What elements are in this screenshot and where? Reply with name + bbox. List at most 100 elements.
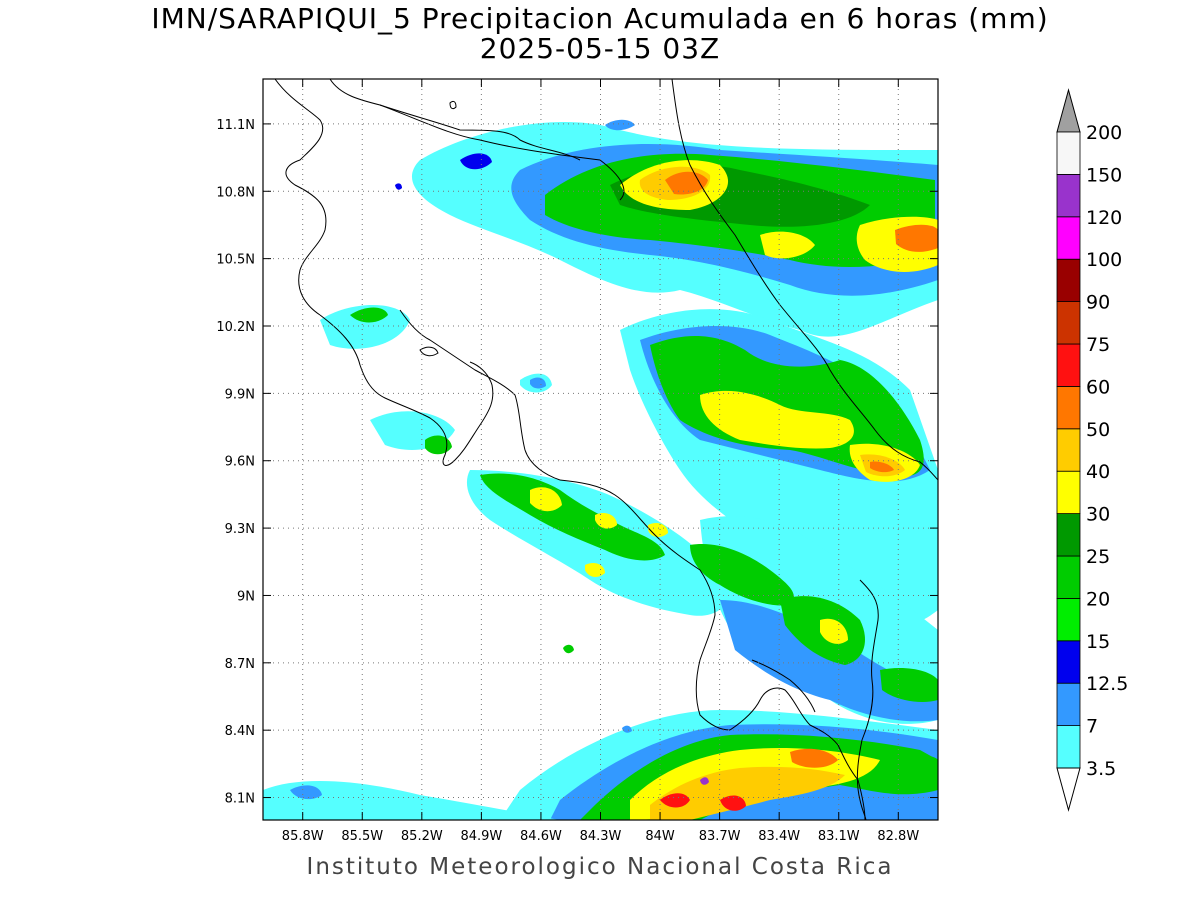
rain-area-south-yellow (820, 618, 848, 644)
rain-cell-a (563, 644, 574, 654)
lon-tick-label: 83.4W (758, 829, 800, 844)
colorbar-label: 50 (1086, 419, 1110, 441)
lat-tick-label: 10.8N (216, 185, 255, 200)
colorbar-label: 25 (1086, 546, 1110, 568)
lat-tick-label: 8.1N (225, 792, 255, 807)
colorbar-label: 40 (1086, 461, 1110, 483)
chart-subtitle-time: 2025-05-15 03Z (479, 32, 721, 65)
colorbar-label: 75 (1086, 334, 1110, 356)
lon-tick-label: 84.6W (520, 829, 562, 844)
rain-area-pacific-green (480, 473, 665, 561)
lat-tick-label: 8.7N (225, 657, 255, 672)
colorbar-label: 200 (1086, 122, 1122, 144)
rain-area-corner-cyan (263, 780, 560, 820)
rain-area-pacific-yellow4 (585, 562, 605, 577)
coastlines (274, 79, 938, 820)
rain-area-se-green (890, 755, 938, 784)
colorbar-label: 7 (1086, 716, 1098, 738)
rain-area-corner-blue (290, 785, 322, 800)
rain-area-sw-purple (700, 777, 709, 785)
rain-area-west-cell2b (425, 435, 452, 455)
lake-arenal (419, 346, 439, 357)
precipitation-field (263, 119, 938, 820)
colorbar-swatch (1056, 640, 1081, 684)
colorbar-swatch (1056, 725, 1081, 769)
lat-tick-label: 10.2N (216, 320, 255, 335)
rain-area-sw-red1 (660, 793, 690, 808)
colorbar-label: 60 (1086, 376, 1110, 398)
colorbar-label: 12.5 (1086, 673, 1128, 695)
map-frame (262, 78, 939, 821)
colorbar-label: 3.5 (1086, 758, 1116, 780)
rain-area-north-cell1 (460, 153, 492, 170)
colorbar-label: 150 (1086, 164, 1122, 186)
lon-tick-label: 82.8W (877, 829, 919, 844)
colorbar-swatch (1056, 131, 1081, 175)
rain-area-south-green (690, 544, 794, 606)
colorbar-swatch (1056, 555, 1081, 599)
rain-area-west-cell3b (530, 377, 546, 389)
colorbar-min-triangle (1056, 767, 1081, 812)
colorbar-swatch (1056, 513, 1081, 557)
rain-area-north-yellow3 (760, 231, 815, 259)
rain-cell-b (622, 725, 632, 733)
colorbar-swatch (1056, 385, 1081, 430)
rain-area-west-cell1b (350, 307, 388, 323)
chart-title: IMN/SARAPIQUI_5 Precipitacion Acumulada … (151, 2, 1049, 35)
colorbar-swatch (1056, 470, 1081, 515)
colorbar-swatch (1056, 216, 1081, 260)
rain-area-central-red (870, 461, 894, 473)
rain-area-pacific-yellow (530, 487, 562, 512)
nicoya-gulf-shore (399, 309, 561, 481)
colorbar-label: 15 (1086, 631, 1110, 653)
rain-area-sw-red3 (790, 748, 838, 768)
lat-tick-label: 10.5N (216, 253, 255, 268)
colorbar-swatch (1056, 258, 1081, 303)
colorbar-swatch (1056, 428, 1081, 472)
lon-tick-label: 83.7W (699, 829, 741, 844)
lon-tick-label: 84.3W (580, 829, 622, 844)
lon-tick-label: 85.8W (282, 829, 324, 844)
rain-area-central-green (650, 335, 924, 477)
colorbar-swatch (1056, 682, 1081, 727)
colorbar-label: 20 (1086, 588, 1110, 610)
rain-area-sw-red2 (720, 795, 746, 811)
lake-nicaragua-shore (329, 79, 581, 161)
lat-tick-label: 9.3N (225, 522, 255, 537)
nicoya-peninsula (319, 314, 494, 466)
osa-peninsula (729, 687, 866, 820)
lon-tick-label: 84.9W (460, 829, 502, 844)
lon-tick-label: 84W (645, 829, 675, 844)
rain-area-central-yellow (700, 390, 854, 449)
colorbar-max-triangle (1056, 88, 1081, 133)
lon-tick-label: 83.1W (818, 829, 860, 844)
rain-area-north-cell2 (605, 119, 635, 131)
rain-area-south-green3 (880, 668, 938, 702)
lat-tick-label: 11.1N (216, 118, 255, 133)
lat-tick-label: 9.6N (225, 455, 255, 470)
lat-tick-label: 9.9N (225, 387, 255, 402)
rain-area-sw-orange (650, 766, 845, 820)
colorbar-swatch (1056, 173, 1081, 218)
colorbar-swatch (1056, 598, 1081, 642)
colorbar-label: 100 (1086, 249, 1122, 271)
colorbar-swatch (1056, 343, 1081, 387)
rain-area-north-red1 (665, 171, 708, 195)
rain-area-north-orange2 (895, 224, 938, 252)
rain-area-west-cell1 (320, 305, 410, 349)
nicaragua-coast (274, 79, 327, 316)
colorbar: 3.5 7 12.5 15 20 25 30 40 50 60 75 90 100 120 150 200 (1056, 88, 1128, 812)
colorbar-label: 30 (1086, 504, 1110, 526)
footer-credit: Instituto Meteorologico Nacional Costa R… (306, 854, 894, 880)
rain-cell-c (395, 183, 402, 190)
golfo-dulce (751, 659, 816, 713)
axis-ticks: 85.8W 85.5W 85.2W 84.9W 84.6W 84.3W 84W 83.7W 83… (216, 79, 938, 844)
nicaragua-costarica-border (379, 104, 625, 201)
colorbar-label: 90 (1086, 292, 1110, 314)
caribbean-coast (671, 79, 938, 481)
panama-border (856, 579, 879, 820)
lon-tick-label: 85.2W (401, 829, 443, 844)
lat-tick-label: 9N (237, 589, 255, 604)
lon-tick-label: 85.5W (341, 829, 383, 844)
